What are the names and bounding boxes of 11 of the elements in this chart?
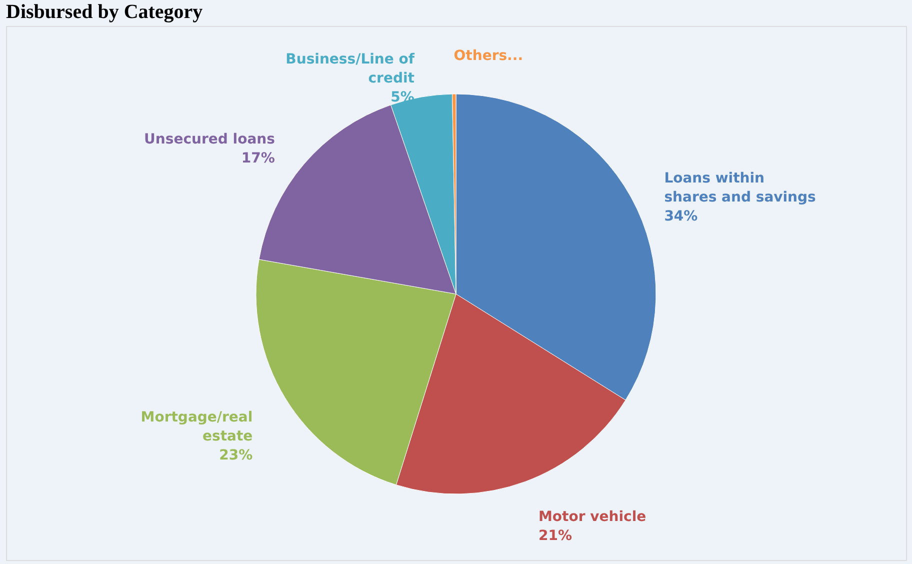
slice-label: Motor vehicle	[538, 509, 646, 526]
slice-label: Loans within shares and savings	[664, 170, 816, 206]
slice-label: Unsecured loans	[144, 132, 275, 148]
slice-label: Mortgage/real estate	[140, 410, 253, 445]
data-label: 17%	[241, 150, 275, 167]
data-label: 21%	[538, 528, 572, 544]
slice-label: Others...	[454, 48, 524, 64]
slice-label: Business/Line of credit	[286, 52, 416, 87]
data-label: 23%	[219, 448, 253, 464]
data-label: 34%	[664, 208, 698, 225]
chart-title: Disbursed by Category	[6, 1, 203, 23]
